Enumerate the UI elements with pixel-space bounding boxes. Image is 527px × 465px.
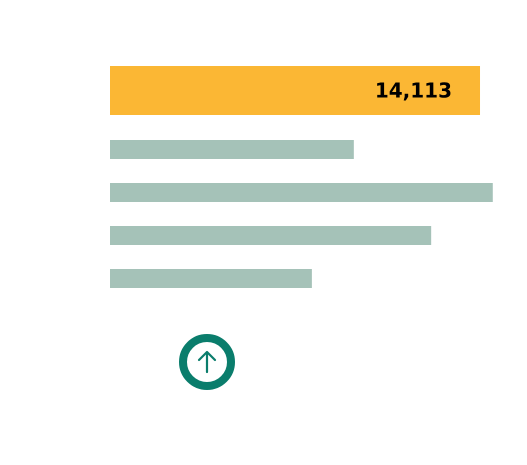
bar-4	[110, 226, 432, 245]
highlighted-bar	[110, 66, 481, 115]
bar-value-label: 14,113	[375, 79, 452, 103]
bar-5	[110, 269, 312, 288]
bar-3	[110, 183, 493, 202]
scroll-up-button[interactable]	[179, 334, 235, 390]
arrow-up-icon	[197, 350, 217, 374]
bar-2	[110, 140, 354, 159]
